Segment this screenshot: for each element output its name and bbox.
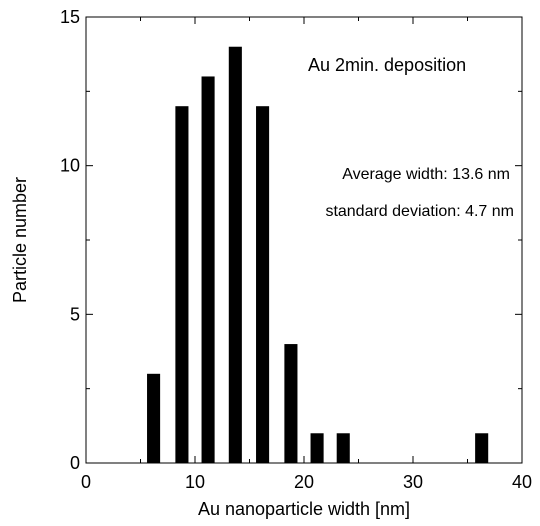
bar-2 <box>201 76 215 463</box>
x-tick-label-4: 40 <box>512 472 532 492</box>
bar-6 <box>310 433 324 463</box>
x-tick-label-3: 30 <box>403 472 423 492</box>
bar-8 <box>475 433 489 463</box>
bar-4 <box>256 106 270 463</box>
x-axis-label: Au nanoparticle width [nm] <box>198 499 410 519</box>
bar-3 <box>228 46 242 463</box>
x-tick-label-2: 20 <box>294 472 314 492</box>
x-tick-label-0: 0 <box>81 472 91 492</box>
annotation-average-width: Average width: 13.6 nm <box>342 166 510 183</box>
bar-7 <box>336 433 350 463</box>
annotation-standard-deviation: standard deviation: 4.7 nm <box>325 203 514 220</box>
bar-0 <box>147 373 161 463</box>
bar-5 <box>284 344 298 463</box>
x-tick-label-1: 10 <box>185 472 205 492</box>
y-tick-label-3: 15 <box>60 7 80 27</box>
bars-group <box>147 46 489 463</box>
annotation-deposition: Au 2min. deposition <box>308 55 466 75</box>
bar-1 <box>175 106 189 463</box>
y-tick-label-1: 5 <box>70 304 80 324</box>
y-tick-label-0: 0 <box>70 453 80 473</box>
ticks-group: 0 10 20 30 40 0 5 10 15 <box>60 7 532 492</box>
y-tick-label-2: 10 <box>60 156 80 176</box>
y-axis-label: Particle number <box>10 177 30 303</box>
